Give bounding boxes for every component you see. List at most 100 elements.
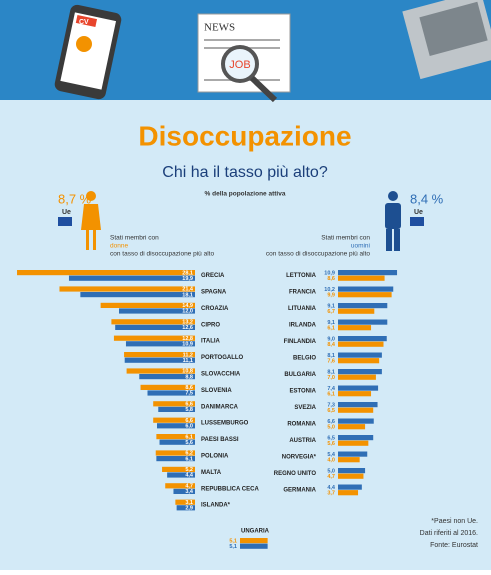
panel-header-group: uomini [351, 243, 370, 250]
value-label: 3,4 [185, 489, 194, 495]
value-label: 8,8 [185, 374, 193, 380]
bar [338, 308, 375, 314]
value-label: 7,5 [185, 391, 193, 397]
footnote: Fonte: Eurostat [430, 542, 478, 549]
bar [162, 466, 195, 472]
panel-header: Stati membri con [321, 235, 370, 242]
bar [80, 292, 195, 298]
value-label: 9,9 [327, 292, 335, 298]
eu-label: Ue [62, 209, 71, 216]
value-label: 3,7 [327, 490, 335, 496]
country-label: PORTOGALLO [201, 355, 244, 361]
country-label: ITALIA [201, 339, 221, 345]
bar [338, 303, 388, 309]
value-label: 12,6 [182, 325, 193, 331]
country-label: SLOVENIA [201, 388, 232, 394]
bar [338, 286, 394, 292]
panel-header-group: donne [110, 243, 128, 250]
eu-flag [410, 217, 424, 226]
bar [100, 302, 195, 308]
value-label: 10,9 [182, 341, 193, 347]
country-label: PAESI BASSI [201, 437, 239, 443]
value-label: 4,7 [327, 474, 335, 480]
value-label: 6,0 [185, 423, 193, 429]
value-label: 12,8 [182, 336, 193, 342]
value-label: 9,0 [327, 336, 335, 342]
country-label: GRECIA [201, 273, 225, 279]
bar [338, 385, 379, 391]
bar [153, 417, 195, 423]
eu-rate: 8,4 % [410, 191, 444, 206]
country-label: MALTA [201, 470, 222, 476]
value-label: 5,2 [185, 467, 193, 473]
bar [240, 543, 268, 549]
bar [124, 352, 195, 358]
bar [159, 439, 195, 445]
bar [59, 286, 195, 292]
value-label: 4,7 [185, 483, 193, 489]
value-label: 3,1 [185, 500, 193, 506]
country-label: BULGARIA [284, 372, 316, 378]
job-text: JOB [229, 59, 250, 71]
bar [338, 325, 372, 331]
value-label: 9,1 [327, 303, 335, 309]
bar [338, 484, 362, 490]
country-label: CIPRO [201, 322, 220, 328]
phone-icon: CV [54, 4, 122, 100]
value-label: 6,2 [185, 451, 193, 457]
value-label: 6,1 [327, 391, 335, 397]
value-label: 11,2 [183, 352, 193, 358]
value-label: 10,2 [324, 287, 335, 293]
man-icon [385, 191, 401, 251]
bar [147, 390, 195, 396]
value-label: 12,0 [182, 309, 193, 315]
eu-flag [58, 217, 72, 226]
country-label: REPUBBLICA CECA [201, 486, 259, 492]
news-text: NEWS [204, 22, 235, 34]
value-label: 5,0 [327, 424, 335, 430]
value-label: 6,6 [185, 418, 193, 424]
value-label: 6,1 [185, 434, 193, 440]
woman-icon [81, 191, 101, 250]
bar [240, 538, 268, 544]
bar [338, 374, 376, 380]
value-label: 10,8 [182, 369, 193, 375]
country-label: SPAGNA [201, 289, 227, 295]
value-label: 8,1 [327, 353, 335, 359]
value-label: 8,4 [327, 342, 336, 348]
bar [68, 275, 195, 281]
value-label: 7,3 [327, 402, 335, 408]
value-label: 13,2 [182, 319, 193, 325]
country-label: BELGIO [293, 356, 316, 362]
bar [338, 473, 364, 479]
value-label: 5,1 [229, 544, 237, 550]
country-label: ROMANIA [287, 422, 316, 428]
bar [338, 319, 388, 325]
bar [338, 490, 359, 496]
bar [153, 401, 195, 407]
value-label: 2,9 [185, 505, 193, 511]
bar [338, 468, 366, 474]
country-label: IRLANDA [289, 323, 317, 329]
value-label: 9,1 [327, 320, 335, 326]
value-label: 5,8 [185, 407, 193, 413]
value-label: 4,4 [327, 485, 336, 491]
bar [155, 450, 195, 456]
title: Disoccupazione [138, 120, 351, 151]
bar [125, 341, 195, 347]
value-label: 8,6 [185, 385, 193, 391]
bar [140, 384, 195, 390]
bar [338, 292, 392, 298]
value-label: 10,9 [324, 270, 335, 276]
bar [119, 308, 195, 314]
value-label: 7,6 [327, 358, 335, 364]
value-label: 21,4 [182, 287, 194, 293]
bar [338, 270, 398, 276]
country-label: LETTONIA [286, 273, 317, 279]
value-label: 5,6 [327, 441, 335, 447]
bar [173, 488, 195, 494]
bar [338, 336, 387, 342]
country-label: ISLANDA* [201, 503, 231, 509]
value-label: 6,6 [327, 419, 335, 425]
bar [158, 406, 195, 412]
